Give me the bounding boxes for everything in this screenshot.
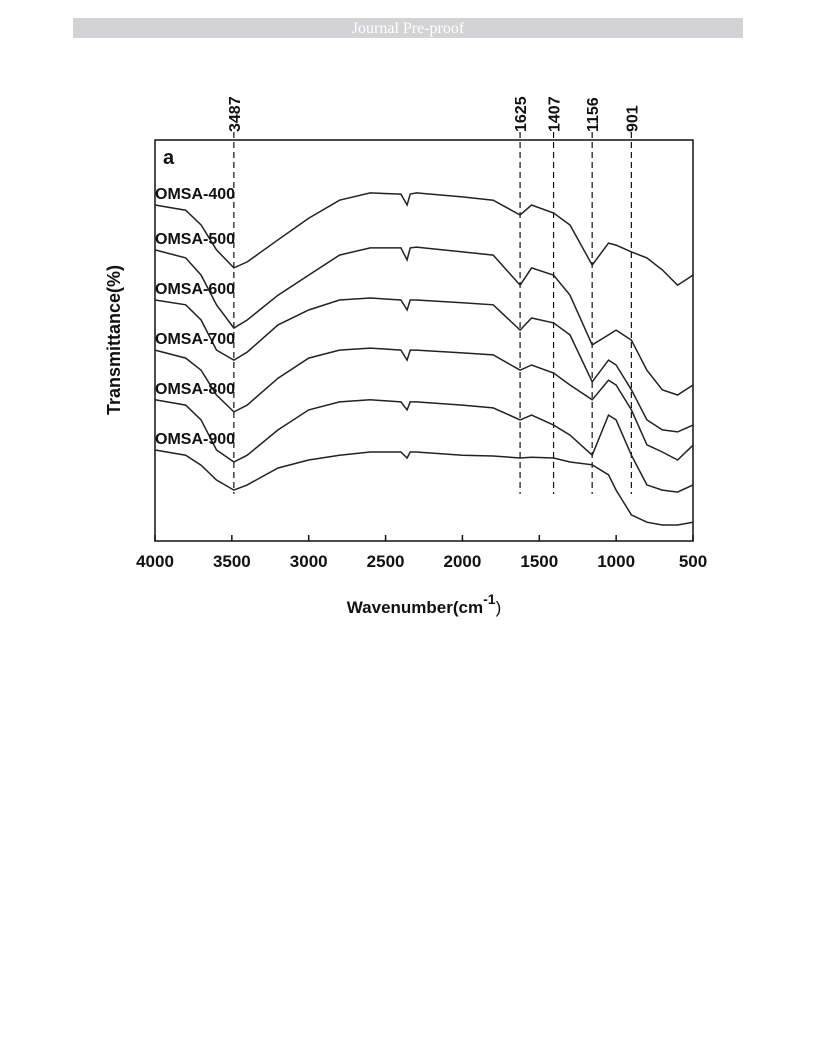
reference-label: 3487	[227, 96, 244, 132]
spectrum-line	[154, 297, 694, 433]
y-axis-label: Transmittance(%)	[104, 265, 124, 415]
x-tick-label: 3000	[290, 552, 328, 571]
x-axis-label: Wavenumber(cm-1)	[347, 591, 501, 617]
spectrum-line	[154, 192, 694, 287]
spectrum-line	[154, 399, 694, 493]
x-tick-label: 500	[679, 552, 707, 571]
series-label: OMSA-500	[155, 231, 235, 248]
panel-label: a	[163, 147, 175, 169]
reference-label: 1625	[513, 96, 530, 132]
series-label: OMSA-400	[155, 186, 235, 203]
series-label: OMSA-600	[155, 281, 235, 298]
series-label: OMSA-700	[155, 331, 235, 348]
x-tick-label: 4000	[136, 552, 174, 571]
x-axis-label-end: )	[496, 598, 502, 617]
x-tick-label: 3500	[213, 552, 251, 571]
spectrum-line	[154, 347, 694, 461]
reference-label: 1407	[547, 96, 564, 132]
spectrum-line	[154, 246, 694, 396]
x-tick-label: 2500	[367, 552, 405, 571]
reference-label: 1156	[585, 97, 602, 132]
series-label: OMSA-800	[155, 381, 235, 398]
header-bar	[73, 18, 743, 38]
x-tick-label: 1500	[520, 552, 558, 571]
reference-label: 901	[624, 105, 641, 132]
x-axis-label-sup: -1	[483, 591, 496, 607]
plot-frame	[154, 139, 694, 542]
x-tick-label: 1000	[597, 552, 635, 571]
series-label: OMSA-900	[155, 431, 235, 448]
x-axis-label-main: Wavenumber(cm	[347, 598, 483, 617]
x-tick-label: 2000	[444, 552, 482, 571]
spectrum-line	[154, 449, 694, 526]
header-title: Journal Pre-proof	[352, 20, 465, 37]
